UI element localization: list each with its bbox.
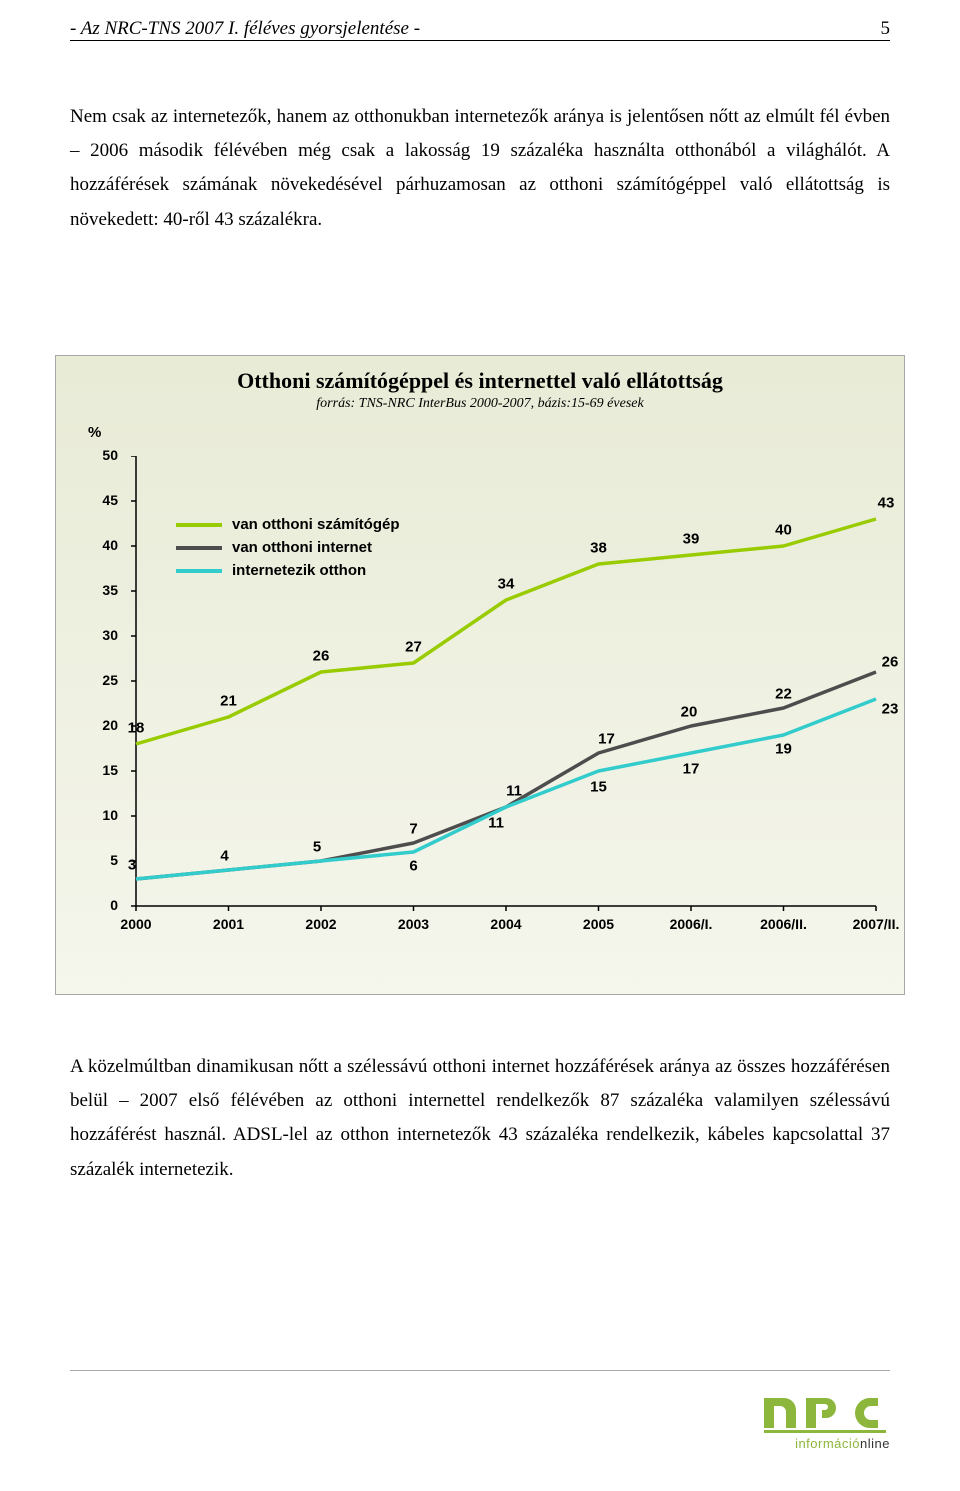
y-tick-label: 50 bbox=[88, 447, 118, 463]
data-point-label: 11 bbox=[506, 783, 522, 800]
nrc-logo-icon bbox=[760, 1388, 890, 1434]
paragraph-2: A közelmúltban dinamikusan nőtt a széles… bbox=[70, 1050, 890, 1187]
data-point-label: 43 bbox=[878, 495, 895, 512]
data-point-label: 22 bbox=[775, 686, 792, 703]
y-tick-label: 0 bbox=[88, 897, 118, 913]
x-tick-label: 2006/I. bbox=[670, 916, 713, 932]
data-point-label: 15 bbox=[590, 779, 607, 796]
x-tick-label: 2006/II. bbox=[760, 916, 807, 932]
y-axis-unit: % bbox=[88, 424, 101, 441]
y-tick-label: 35 bbox=[88, 582, 118, 598]
footer-logo: információnline bbox=[760, 1388, 890, 1451]
data-point-label: 39 bbox=[683, 531, 700, 548]
data-point-label: 18 bbox=[128, 720, 145, 737]
data-point-label: 34 bbox=[498, 576, 515, 593]
y-tick-label: 5 bbox=[88, 852, 118, 868]
x-tick-label: 2002 bbox=[305, 916, 336, 932]
data-point-label: 20 bbox=[681, 704, 698, 721]
data-point-label: 4 bbox=[220, 848, 228, 865]
y-tick-label: 20 bbox=[88, 717, 118, 733]
y-tick-label: 25 bbox=[88, 672, 118, 688]
logo-sub-green: információ bbox=[795, 1436, 860, 1451]
chart-container: Otthoni számítógéppel és internettel val… bbox=[55, 355, 905, 995]
data-point-label: 38 bbox=[590, 540, 607, 557]
data-point-label: 3 bbox=[128, 857, 136, 874]
x-tick-label: 2000 bbox=[120, 916, 151, 932]
data-point-label: 21 bbox=[220, 693, 237, 710]
data-point-label: 27 bbox=[405, 639, 422, 656]
chart-subtitle: forrás: TNS-NRC InterBus 2000-2007, bázi… bbox=[56, 396, 904, 412]
chart-plot-area bbox=[126, 456, 886, 926]
x-tick-label: 2001 bbox=[213, 916, 244, 932]
x-tick-label: 2007/II. bbox=[853, 916, 900, 932]
y-tick-label: 10 bbox=[88, 807, 118, 823]
data-point-label: 17 bbox=[683, 761, 700, 778]
data-point-label: 6 bbox=[409, 858, 417, 875]
data-point-label: 19 bbox=[775, 741, 792, 758]
data-point-label: 5 bbox=[313, 839, 321, 856]
logo-sub-dark: nline bbox=[860, 1436, 890, 1451]
x-tick-label: 2004 bbox=[490, 916, 521, 932]
page-number: 5 bbox=[881, 18, 891, 40]
data-point-label: 11 bbox=[488, 815, 504, 832]
header-rule bbox=[70, 40, 890, 41]
chart-svg bbox=[126, 456, 886, 926]
footer-rule bbox=[70, 1370, 890, 1371]
data-point-label: 26 bbox=[882, 654, 899, 671]
data-point-label: 7 bbox=[409, 821, 417, 838]
logo-subtitle: információnline bbox=[760, 1436, 890, 1451]
data-point-label: 23 bbox=[882, 701, 899, 718]
paragraph-1: Nem csak az internetezők, hanem az ottho… bbox=[70, 100, 890, 237]
x-tick-label: 2005 bbox=[583, 916, 614, 932]
x-tick-label: 2003 bbox=[398, 916, 429, 932]
data-point-label: 26 bbox=[313, 648, 330, 665]
y-tick-label: 15 bbox=[88, 762, 118, 778]
y-tick-label: 30 bbox=[88, 627, 118, 643]
data-point-label: 40 bbox=[775, 522, 792, 539]
y-tick-label: 40 bbox=[88, 537, 118, 553]
header-title: - Az NRC-TNS 2007 I. féléves gyorsjelent… bbox=[70, 18, 420, 40]
y-tick-label: 45 bbox=[88, 492, 118, 508]
data-point-label: 17 bbox=[598, 731, 615, 748]
chart-title: Otthoni számítógéppel és internettel val… bbox=[56, 368, 904, 394]
